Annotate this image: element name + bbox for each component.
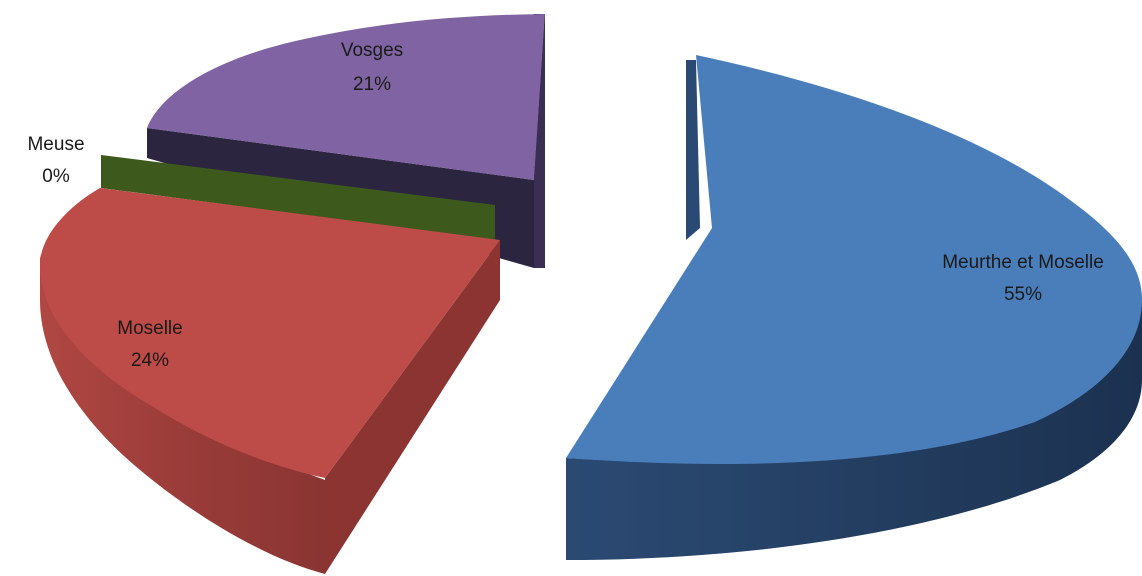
slice-moselle-top	[40, 188, 500, 478]
label-meurthe-name: Meurthe et Moselle	[942, 252, 1104, 273]
data-labels: Vosges 21% Meuse 0% Moselle 24% Meurthe …	[27, 40, 1103, 371]
label-vosges-pct: 21%	[353, 74, 391, 95]
label-meuse-name: Meuse	[27, 134, 84, 155]
slice-meurthe-top	[566, 55, 1142, 464]
label-moselle-name: Moselle	[117, 318, 182, 339]
label-vosges-name: Vosges	[341, 40, 403, 61]
slice-meuse	[101, 155, 495, 240]
label-meuse-pct: 0%	[42, 166, 70, 187]
slice-moselle-cut	[325, 240, 500, 574]
slice-vosges-edge	[534, 14, 545, 268]
slice-meurthe-side	[566, 290, 1142, 560]
slice-vosges-top	[147, 14, 545, 180]
slice-moselle	[40, 188, 500, 574]
slice-meurthe-cut	[686, 60, 700, 240]
slice-meuse-shape	[101, 155, 495, 240]
label-moselle-pct: 24%	[131, 350, 169, 371]
slice-meurthe-et-moselle	[566, 55, 1142, 560]
label-meurthe-pct: 55%	[1004, 284, 1042, 305]
